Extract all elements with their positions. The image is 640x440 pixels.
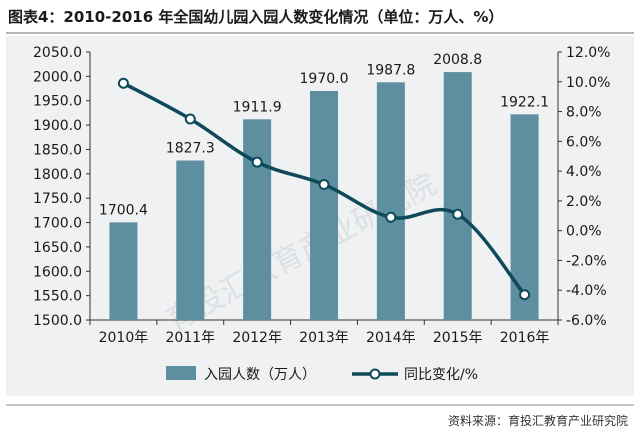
x-tick-label: 2016年 bbox=[500, 330, 550, 346]
x-tick-label: 2010年 bbox=[99, 330, 149, 346]
x-tick-label: 2012年 bbox=[232, 330, 282, 346]
chart-panel: 育投汇教育产业研究院 1500.0 1550.0 1600.0 1650.0 1700.… bbox=[6, 36, 634, 396]
bar-value-label: 1700.4 bbox=[99, 202, 148, 218]
bars-layer bbox=[109, 72, 539, 321]
y-left-tick-label: 1950.0 bbox=[33, 94, 82, 110]
growth-point bbox=[519, 289, 531, 301]
bar-value-label: 1827.3 bbox=[166, 141, 215, 157]
source-note: 资料来源：育投汇教育产业研究院 bbox=[447, 414, 628, 428]
y-left-tick-label: 1550.0 bbox=[33, 289, 82, 305]
bar-value-label: 1922.1 bbox=[500, 94, 549, 110]
bar bbox=[310, 90, 338, 321]
title-divider bbox=[6, 32, 634, 34]
y-right-tick-label: 4.0% bbox=[566, 164, 602, 180]
y-left-tick-label: 2000.0 bbox=[33, 69, 82, 85]
bar bbox=[109, 222, 138, 320]
y-left-tick-label: 1800.0 bbox=[33, 167, 82, 183]
y-right-tick-label: -4.0% bbox=[566, 283, 607, 299]
x-tick-label: 2014年 bbox=[366, 330, 416, 346]
y-left-tick-label: 1500.0 bbox=[33, 313, 82, 329]
legend-bar-label: 入园人数（万人） bbox=[204, 367, 316, 383]
y-left-tick-label: 1850.0 bbox=[33, 142, 82, 158]
y-right-tick-label: 6.0% bbox=[566, 134, 602, 150]
y-right-tick-label: 10.0% bbox=[566, 75, 610, 91]
chart-svg: 育投汇教育产业研究院 1500.01550.01600.01650.01700.… bbox=[33, 45, 610, 383]
y-left-tick-label: 1600.0 bbox=[33, 264, 82, 280]
y-left-tick-label: 1750.0 bbox=[33, 191, 82, 207]
y-left-tick-label: 1700.0 bbox=[33, 216, 82, 232]
growth-point bbox=[117, 77, 129, 89]
y-right-tick-label: 0.0% bbox=[566, 224, 602, 240]
bar-value-label: 1911.9 bbox=[233, 99, 282, 115]
bar-value-label: 2008.8 bbox=[433, 52, 482, 68]
x-tick-label: 2011年 bbox=[165, 330, 215, 346]
y-right-tick-label: 12.0% bbox=[566, 45, 610, 61]
bar bbox=[176, 160, 205, 320]
footer-divider bbox=[6, 404, 634, 406]
legend-layer: 入园人数（万人） 同比变化/% bbox=[166, 366, 478, 383]
axes-layer: 1500.0 1550.0 1600.0 1650.0 1700.0 1750.0 1800… bbox=[33, 45, 610, 346]
legend-bar-swatch bbox=[166, 366, 196, 380]
growth-point bbox=[184, 113, 196, 125]
bar bbox=[510, 114, 539, 321]
labels-layer: 1700.4 1827.3 1911.9 1970.0 1987.8 2008.8 1922… bbox=[99, 52, 549, 218]
y-right-tick-label: -6.0% bbox=[566, 313, 607, 329]
bar-value-label: 1970.0 bbox=[300, 71, 349, 87]
bar bbox=[443, 72, 472, 320]
y-right-tick-label: 2.0% bbox=[566, 194, 602, 210]
bar-value-label: 1987.8 bbox=[366, 62, 415, 78]
growth-point bbox=[251, 156, 263, 168]
legend-line-label: 同比变化/% bbox=[404, 367, 478, 383]
growth-point bbox=[318, 179, 330, 191]
y-left-tick-label: 2050.0 bbox=[33, 45, 82, 61]
bar bbox=[376, 82, 405, 320]
legend-line-marker bbox=[369, 368, 381, 380]
line-layer bbox=[117, 77, 531, 301]
x-tick-label: 2015年 bbox=[433, 330, 483, 346]
y-left-tick-label: 1900.0 bbox=[33, 118, 82, 134]
growth-point bbox=[452, 208, 464, 220]
y-right-tick-label: -2.0% bbox=[566, 253, 607, 269]
chart-title: 图表4：2010-2016 年全国幼儿园入园人数变化情况（单位：万人、%） bbox=[8, 8, 504, 26]
y-right-tick-label: 8.0% bbox=[566, 105, 602, 121]
growth-point bbox=[385, 211, 397, 223]
x-tick-label: 2013年 bbox=[299, 330, 349, 346]
y-left-tick-label: 1650.0 bbox=[33, 240, 82, 256]
bar bbox=[243, 119, 272, 321]
